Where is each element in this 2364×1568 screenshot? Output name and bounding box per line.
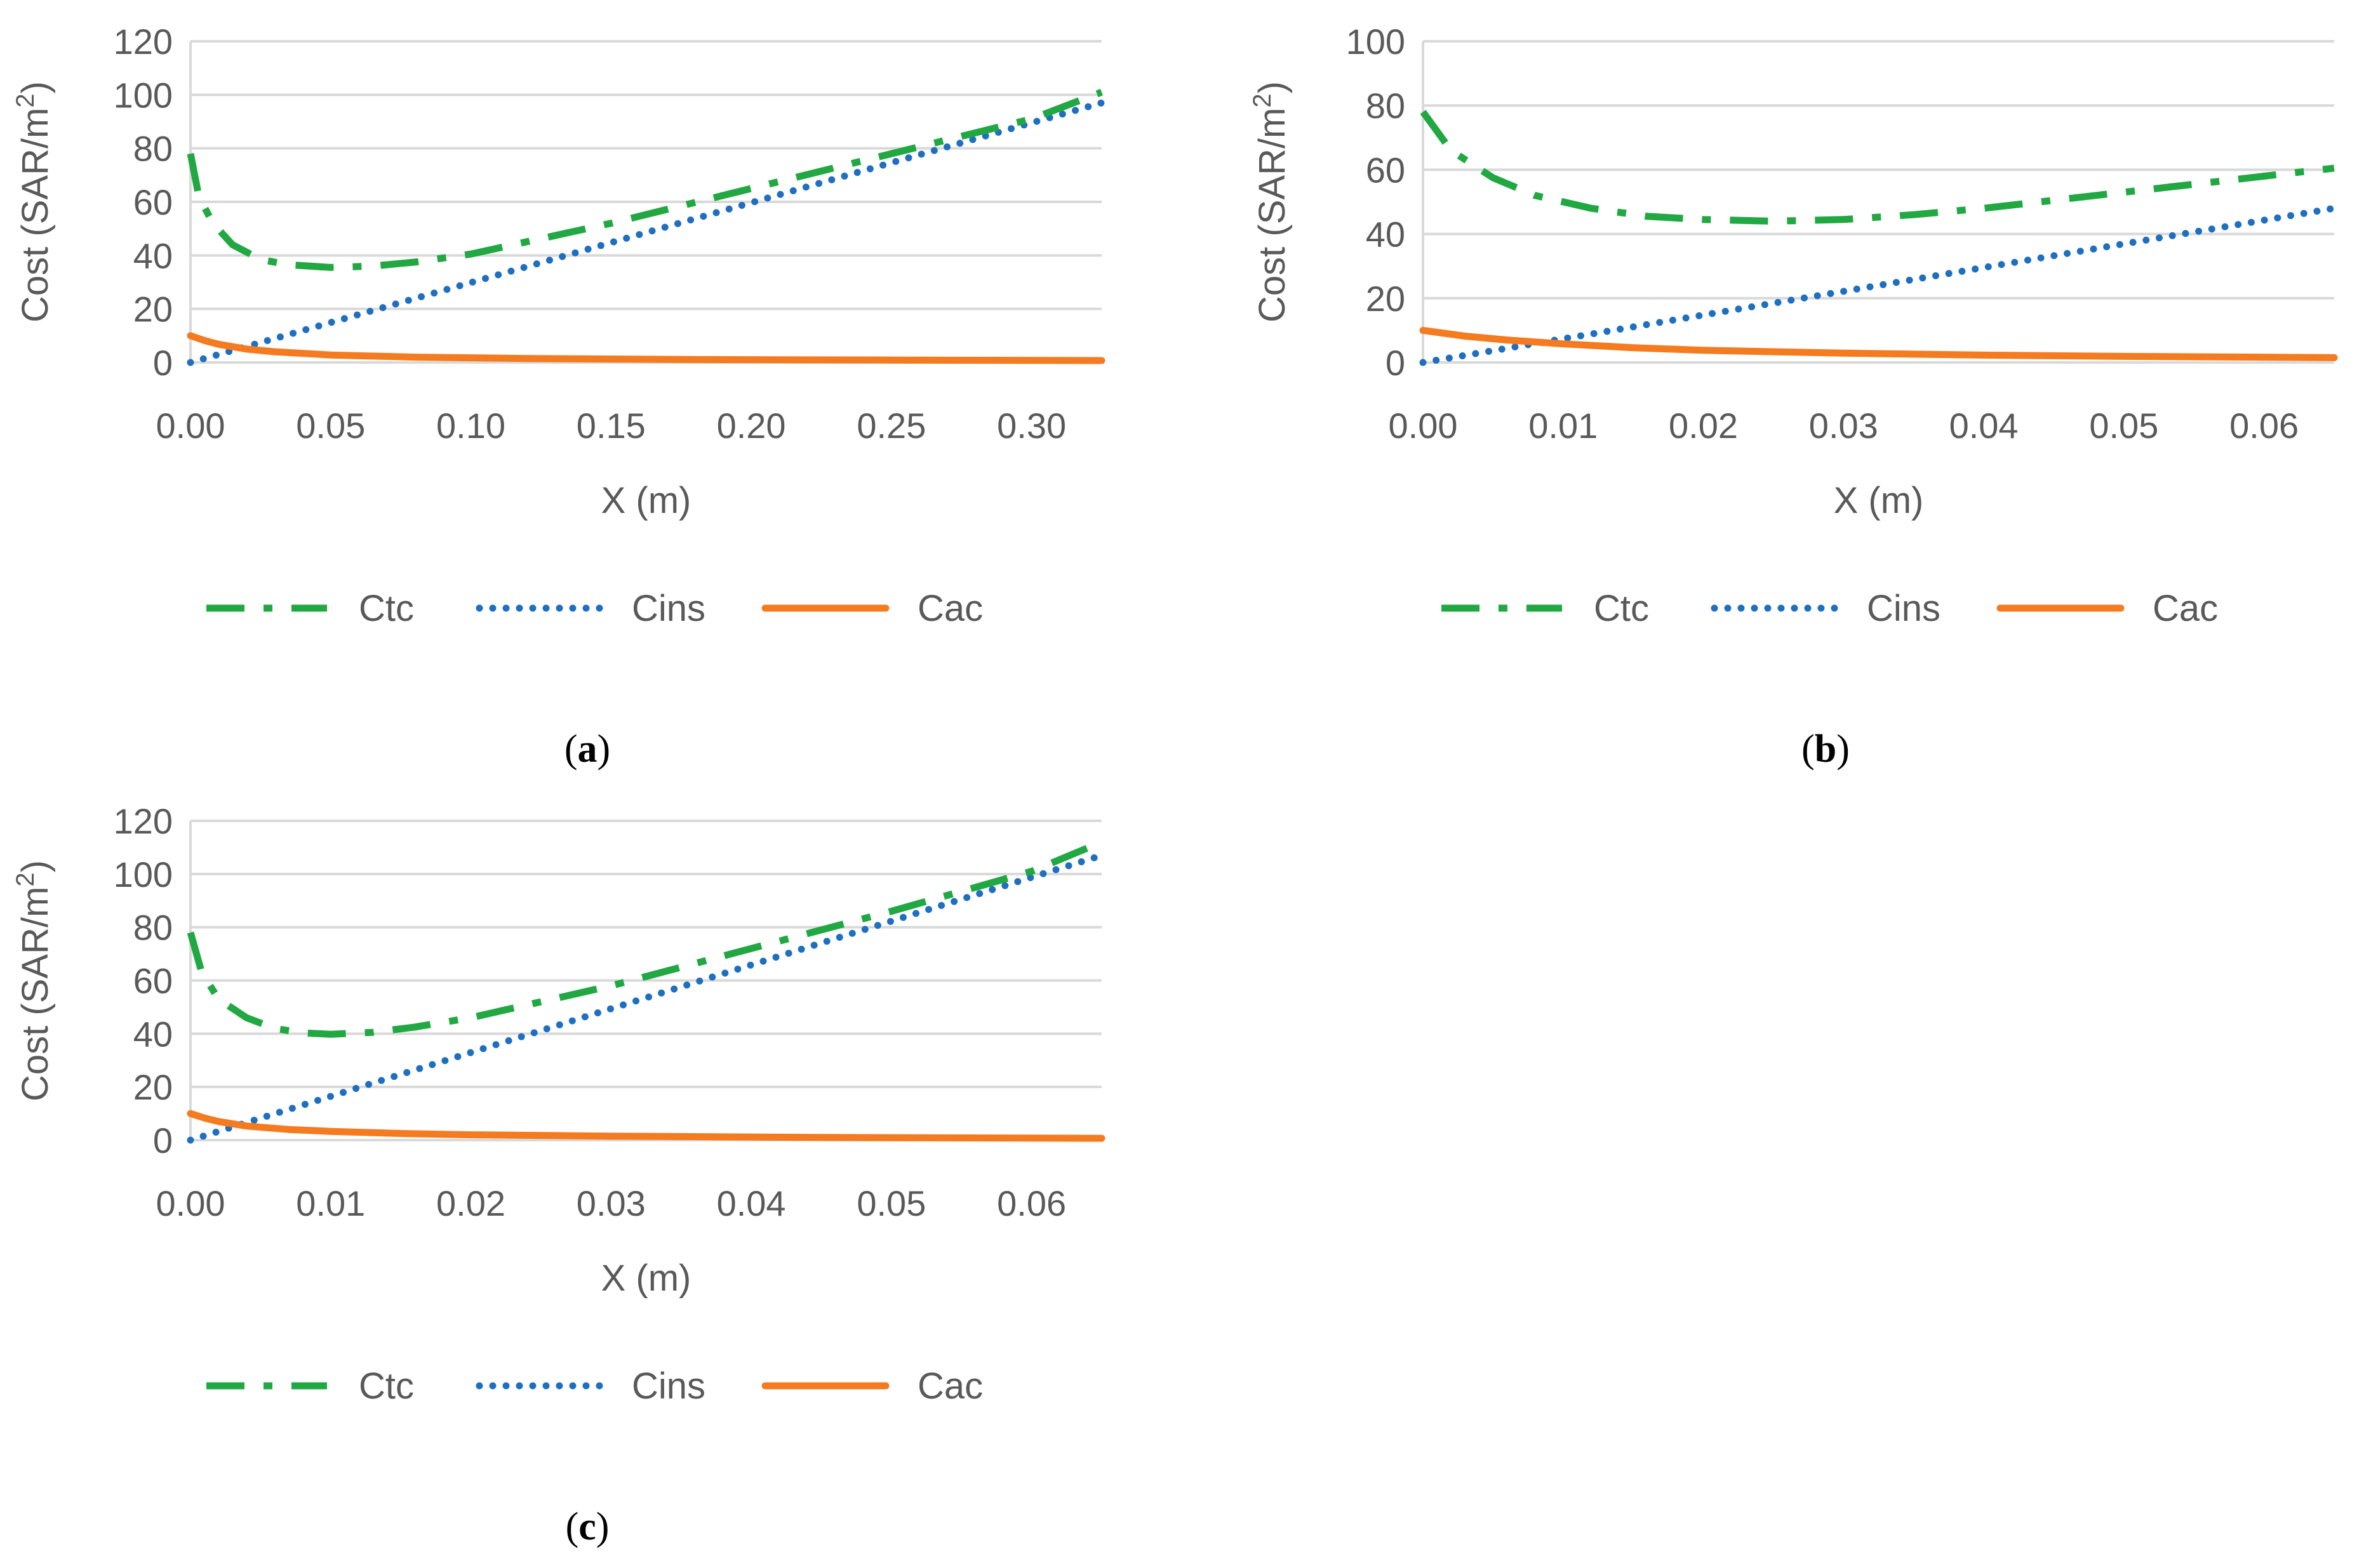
y-axis-title-main: Cost (SAR/m [15, 108, 56, 322]
x-tick-label: 0.10 [436, 406, 505, 446]
legend-label-cac: Cac [918, 588, 983, 629]
panel-letter: a [578, 728, 598, 771]
x-tick-label: 0.15 [577, 406, 646, 446]
x-tick-label: 0.04 [1949, 406, 2019, 446]
x-tick-label: 0.01 [1528, 406, 1598, 446]
chart-b: 0 20 40 60 80 100 0.00 0.01 0.02 0.03 0.04 0.05 0.06… [1248, 22, 2338, 771]
y-tick-label: 60 [133, 961, 173, 1001]
series-line-cins [187, 852, 1105, 1144]
y-tick-label: 120 [114, 801, 173, 841]
series-line-cins [1419, 204, 2338, 366]
y-axis-title-close: ) [15, 860, 56, 872]
x-tick-label: 0.01 [296, 1183, 365, 1223]
panel-letter: c [578, 1505, 596, 1548]
y-tick-label: 0 [153, 1120, 173, 1160]
y-axis-title-superscript: 2 [1248, 93, 1276, 107]
y-axis-title-superscript: 2 [11, 872, 39, 886]
y-tick-label: 80 [133, 129, 173, 169]
y-axis-title: Cost (SAR/m2) [11, 81, 56, 322]
x-tick-label: 0.04 [717, 1183, 786, 1223]
y-axis-title-main: Cost (SAR/m [15, 887, 56, 1101]
chart-c: 0 20 40 60 80 100 120 0.00 0.01 0.02 0.03 0.04 0.05 0… [11, 801, 1105, 1548]
legend-label-ctc: Ctc [359, 1365, 414, 1407]
x-tick-label: 0.02 [436, 1183, 505, 1223]
y-tick-label: 60 [1366, 150, 1405, 190]
x-tick-label: 0.00 [156, 1183, 225, 1223]
y-tick-label: 100 [1346, 22, 1405, 62]
x-tick-label: 0.02 [1669, 406, 1738, 446]
y-tick-label: 40 [133, 236, 173, 276]
x-tick-label: 0.20 [717, 406, 786, 446]
legend: Ctc Cins Cac [1441, 588, 2218, 629]
y-axis-title-close: ) [1252, 81, 1293, 93]
y-tick-label: 20 [1366, 279, 1405, 319]
y-tick-label: 20 [133, 1067, 173, 1107]
y-tick-label: 40 [1366, 215, 1405, 255]
legend-label-cac: Cac [918, 1365, 983, 1407]
x-tick-label: 0.03 [577, 1183, 646, 1223]
x-tick-label: 0.00 [156, 406, 225, 446]
series-line-ctc [1420, 110, 2335, 225]
y-axis-title-superscript: 2 [11, 93, 39, 107]
chart-a: 0 20 40 60 80 100 120 0.00 0.05 0.10 0.15 0.20 0.25 0… [11, 22, 1105, 771]
y-tick-label: 0 [153, 343, 173, 383]
x-tick-label: 0.05 [2089, 406, 2158, 446]
panel-letter: b [1815, 728, 1836, 771]
x-tick-label: 0.00 [1389, 406, 1458, 446]
legend: Ctc Cins Cac [206, 588, 983, 629]
series-line-ctc [187, 839, 1104, 1038]
x-axis-title: X (m) [601, 1258, 691, 1299]
x-tick-label: 0.05 [857, 1183, 926, 1223]
legend-label-cins: Cins [632, 1365, 705, 1407]
y-tick-label: 120 [114, 22, 173, 62]
x-axis-title: X (m) [1834, 480, 1924, 521]
y-tick-label: 20 [133, 289, 173, 329]
x-tick-label: 0.03 [1809, 406, 1878, 446]
legend-label-cins: Cins [1867, 588, 1940, 629]
y-axis-title-close: ) [15, 81, 56, 93]
y-tick-label: 100 [114, 75, 173, 115]
series-line-ctc [187, 88, 1103, 271]
x-tick-label: 0.30 [997, 406, 1066, 446]
x-tick-label: 0.25 [857, 406, 926, 446]
x-axis-title: X (m) [601, 480, 691, 521]
y-tick-label: 80 [1366, 86, 1405, 126]
y-tick-label: 100 [114, 854, 173, 894]
panel-caption: (b) [1801, 728, 1850, 771]
y-axis-title: Cost (SAR/m2) [1248, 81, 1293, 322]
legend-label-cac: Cac [2153, 588, 2218, 629]
legend-label-ctc: Ctc [1594, 588, 1649, 629]
series-line-cac [1419, 326, 2338, 361]
panel-caption: (c) [566, 1505, 610, 1548]
x-tick-label: 0.06 [2229, 406, 2299, 446]
series-line-cins [187, 99, 1105, 366]
y-tick-label: 0 [1386, 343, 1405, 383]
y-axis-title: Cost (SAR/m2) [11, 860, 56, 1101]
series-line-cac [187, 332, 1105, 364]
y-axis-title-main: Cost (SAR/m [1252, 108, 1293, 322]
panel-caption: (a) [564, 728, 610, 771]
legend: Ctc Cins Cac [206, 1365, 983, 1407]
legend-label-ctc: Ctc [359, 588, 414, 629]
x-tick-label: 0.05 [296, 406, 365, 446]
y-tick-label: 80 [133, 908, 173, 948]
series-line-cac [187, 1110, 1105, 1142]
y-tick-label: 60 [133, 182, 173, 222]
legend-label-cins: Cins [632, 588, 705, 629]
x-tick-label: 0.06 [997, 1183, 1066, 1223]
y-tick-label: 40 [133, 1014, 173, 1054]
